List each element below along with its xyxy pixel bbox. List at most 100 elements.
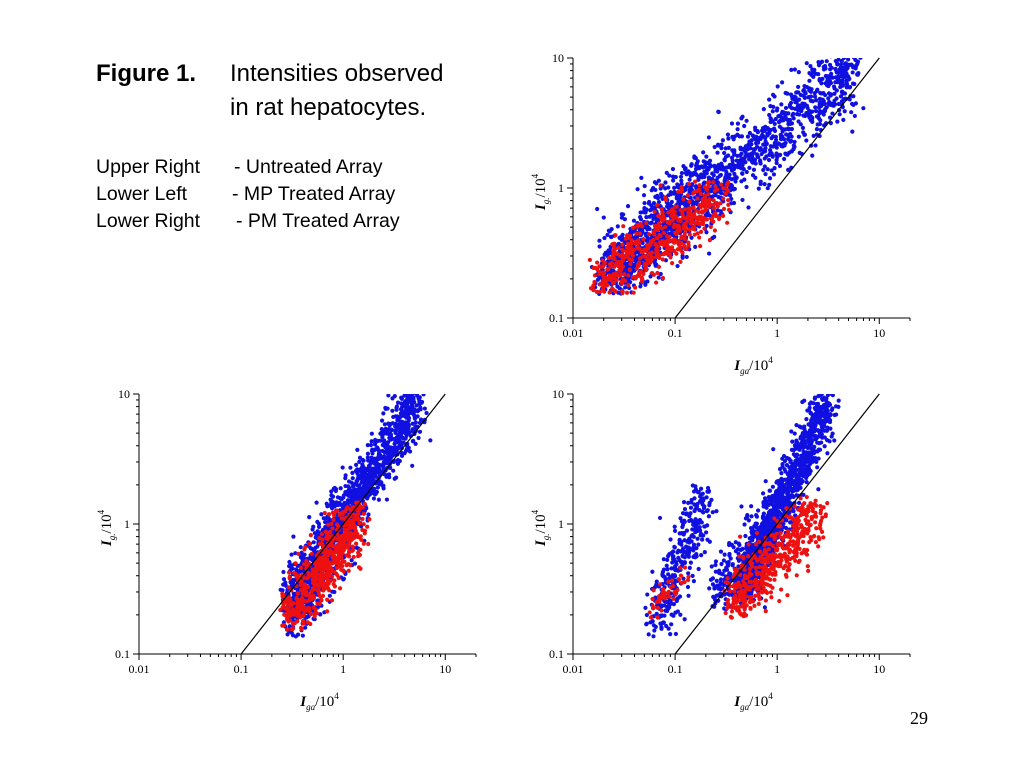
blue-data-point	[384, 475, 388, 479]
red-data-point	[678, 245, 682, 249]
blue-data-point	[835, 120, 839, 124]
legend-row-lower-right: Lower Right - PM Treated Array	[96, 210, 456, 237]
blue-data-point	[602, 215, 606, 219]
blue-data-point	[693, 245, 697, 249]
blue-data-point	[807, 95, 811, 99]
blue-data-point	[852, 55, 856, 59]
blue-data-point	[763, 136, 767, 140]
red-data-point	[684, 246, 688, 250]
blue-data-point	[767, 158, 771, 162]
red-data-point	[670, 261, 674, 265]
x-tick-label: 1	[774, 662, 780, 676]
blue-data-point	[283, 580, 287, 584]
blue-data-point	[649, 221, 653, 225]
red-data-point	[330, 598, 334, 602]
blue-data-point	[799, 122, 803, 126]
blue-data-point	[373, 441, 377, 445]
red-data-point	[687, 243, 691, 247]
red-data-point	[644, 255, 648, 259]
blue-data-point	[605, 233, 609, 237]
blue-data-point	[395, 418, 399, 422]
blue-data-point	[744, 185, 748, 189]
blue-data-point	[381, 411, 385, 415]
red-data-point	[297, 610, 301, 614]
blue-data-point	[707, 135, 711, 139]
red-data-point	[626, 242, 630, 246]
red-data-point	[308, 622, 312, 626]
blue-data-point	[344, 473, 348, 477]
red-data-point	[660, 242, 664, 246]
blue-data-point	[742, 124, 746, 128]
blue-data-point	[734, 164, 738, 168]
blue-data-point	[755, 154, 759, 158]
red-data-point	[333, 584, 337, 588]
blue-data-point	[836, 75, 840, 79]
blue-data-point	[820, 60, 824, 64]
blue-data-point	[802, 84, 806, 88]
red-data-point	[620, 243, 624, 247]
red-data-point	[635, 225, 639, 229]
blue-data-point	[343, 484, 347, 488]
scatter-plot-lower-right: 0.01 0.1 1 100.1110Iga/104Ig./104	[520, 376, 920, 716]
red-data-point	[680, 213, 684, 217]
red-data-point	[327, 512, 331, 516]
blue-data-point	[356, 488, 360, 492]
legend-position: Upper Right	[96, 156, 200, 179]
blue-data-point	[382, 454, 386, 458]
red-data-point	[317, 585, 321, 589]
blue-data-point	[772, 94, 776, 98]
blue-data-point	[692, 156, 696, 160]
blue-data-point	[314, 535, 318, 539]
x-axis-label: Iga/104	[299, 691, 339, 712]
red-data-point	[613, 247, 617, 251]
blue-data-point	[298, 569, 302, 573]
blue-data-point	[423, 406, 427, 410]
blue-data-point	[675, 264, 679, 268]
blue-data-point	[761, 127, 765, 131]
red-data-point	[628, 268, 632, 272]
red-data-point	[648, 251, 652, 255]
red-data-point	[332, 578, 336, 582]
blue-data-point	[817, 116, 821, 120]
red-data-point	[672, 241, 676, 245]
blue-data-point	[381, 484, 385, 488]
blue-data-point	[772, 172, 776, 176]
blue-data-point	[763, 182, 767, 186]
blue-data-point	[813, 143, 817, 147]
blue-data-point	[716, 176, 720, 180]
red-data-point	[601, 274, 605, 278]
scatter-plot-upper-right: 0.01 0.1 1 100.1110Iga/104Ig./104	[520, 40, 920, 380]
blue-data-point	[715, 151, 719, 155]
x-tick-label: 10	[439, 662, 451, 676]
red-data-point	[659, 183, 663, 187]
blue-data-point	[851, 81, 855, 85]
blue-data-point	[789, 68, 793, 72]
x-tick-label: 1	[340, 662, 346, 676]
blue-data-point	[395, 404, 399, 408]
blue-data-point	[779, 102, 783, 106]
red-data-point	[595, 260, 599, 264]
blue-data-point	[677, 196, 681, 200]
blue-data-point	[353, 482, 357, 486]
red-data-point	[641, 237, 645, 241]
blue-data-point	[386, 450, 390, 454]
blue-data-point	[281, 570, 285, 574]
blue-data-point	[308, 546, 312, 550]
blue-data-point	[350, 489, 354, 493]
blue-data-point	[719, 173, 723, 177]
blue-data-point	[355, 448, 359, 452]
red-data-point	[655, 203, 659, 207]
x-tick-label: 0.1	[668, 662, 683, 676]
blue-data-point	[665, 171, 669, 175]
blue-data-point	[817, 111, 821, 115]
blue-data-point	[821, 109, 825, 113]
red-data-point	[697, 183, 701, 187]
blue-data-point	[823, 81, 827, 85]
blue-data-point	[832, 104, 836, 108]
blue-data-point	[834, 387, 838, 391]
blue-data-point	[786, 111, 790, 115]
red-data-point	[649, 239, 653, 243]
red-data-point	[726, 198, 730, 202]
red-data-point	[687, 200, 691, 204]
red-data-point	[625, 291, 629, 295]
